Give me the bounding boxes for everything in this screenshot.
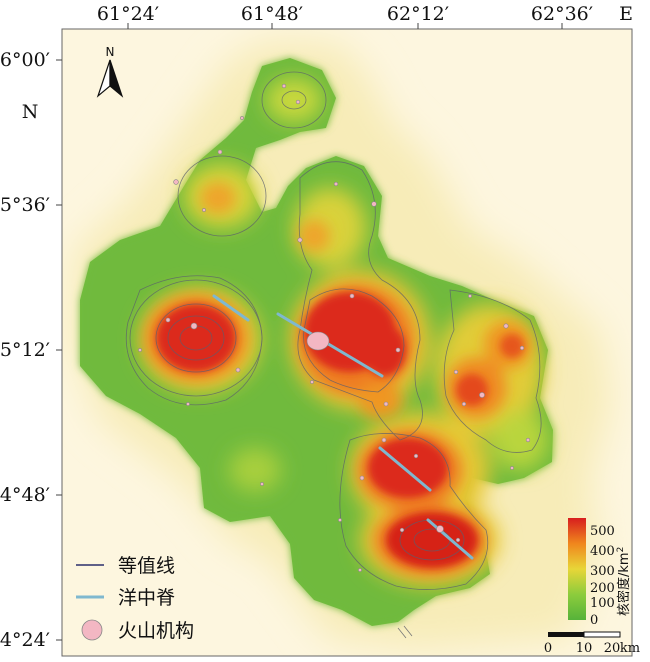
top-tick-label: 61°24′ [97,3,159,25]
map-frame [61,28,633,657]
volcano-circle-icon [81,619,103,641]
volcano-marker [359,475,365,481]
left-tick-label: 6°00′ [0,49,50,71]
color-bar-tick: 400 [590,544,615,559]
volcano-marker [173,179,179,185]
mid-ocean-ridges [212,294,474,560]
legend: 等值线 洋中脊 火山机构 [76,555,194,642]
north-arrow-icon: N [96,45,124,98]
scale-bar-tick: 20 [604,641,621,656]
volcano-marker [479,392,485,398]
volcano-marker [453,369,459,375]
volcano-marker [338,518,342,522]
legend-label: 等值线 [118,555,175,577]
top-direction-label: E [619,3,633,25]
left-tick-label: 4°24′ [0,629,50,651]
scale-bar-tick: 10 [576,641,593,656]
volcano-marker [217,149,223,155]
volcano-marker [358,568,362,572]
top-tick-label: 62°12′ [387,3,449,25]
left-tick-label: 4°48′ [0,484,50,506]
ridge-segment [276,312,384,378]
volcano-marker [138,348,142,352]
ridge-segment [212,294,250,322]
volcano-marker [468,294,472,298]
scale-bar-tick: 0 [544,641,552,656]
left-tick-label: 5°12′ [0,339,50,361]
ridge-segment [426,518,474,560]
volcano-marker [295,99,301,105]
volcano-marker [240,116,244,120]
volcano-marker [349,293,355,299]
volcano-marker [260,482,264,486]
color-bar-title: 核密度/km2 [616,547,632,616]
volcano-marker [306,331,330,351]
volcano-marker [525,437,531,443]
volcano-marker [395,347,401,353]
left-direction-label: N [22,101,39,123]
scale-bar-unit: km [620,641,640,656]
volcano-marker [297,237,303,243]
top-tick-label: 61°48′ [241,3,303,25]
north-arrow-label: N [106,45,115,59]
volcanic-structures [138,83,531,572]
frame-ticks [56,23,563,641]
volcano-marker [310,380,314,384]
top-tick-label: 62°36′ [531,3,593,25]
volcano-marker [461,401,467,407]
scale-bar: 0 10 20 km [544,631,640,656]
volcano-marker [519,345,525,351]
volcano-marker [436,525,444,533]
volcano-marker [371,201,377,207]
volcano-marker [413,453,419,459]
legend-label: 火山机构 [118,620,194,642]
volcano-marker [333,181,339,187]
color-bar-gradient [568,518,586,620]
volcano-marker [186,402,190,406]
volcano-marker [190,322,198,330]
volcano-marker [510,466,514,470]
volcano-marker [165,317,171,323]
color-bar-tick: 200 [590,581,615,596]
volcano-marker [381,437,387,443]
contour-lines [125,71,542,590]
legend-label: 洋中脊 [118,587,175,609]
volcano-marker [455,537,461,543]
volcano-marker [281,83,287,89]
color-bar-tick: 500 [590,524,615,539]
volcano-marker [235,367,241,373]
volcano-marker [503,323,509,329]
color-bar-tick: 300 [590,564,615,579]
ridge-segment [378,446,432,492]
color-bar-tick: 0 [590,613,598,628]
color-bar: 500 400 300 200 100 0 核密度/km2 [568,518,632,628]
color-bar-tick: 100 [590,596,615,611]
volcano-marker [383,401,389,407]
volcano-marker [399,527,405,533]
left-tick-label: 5°36′ [0,194,50,216]
bottom-hatches [397,625,413,639]
volcano-marker [202,208,206,212]
